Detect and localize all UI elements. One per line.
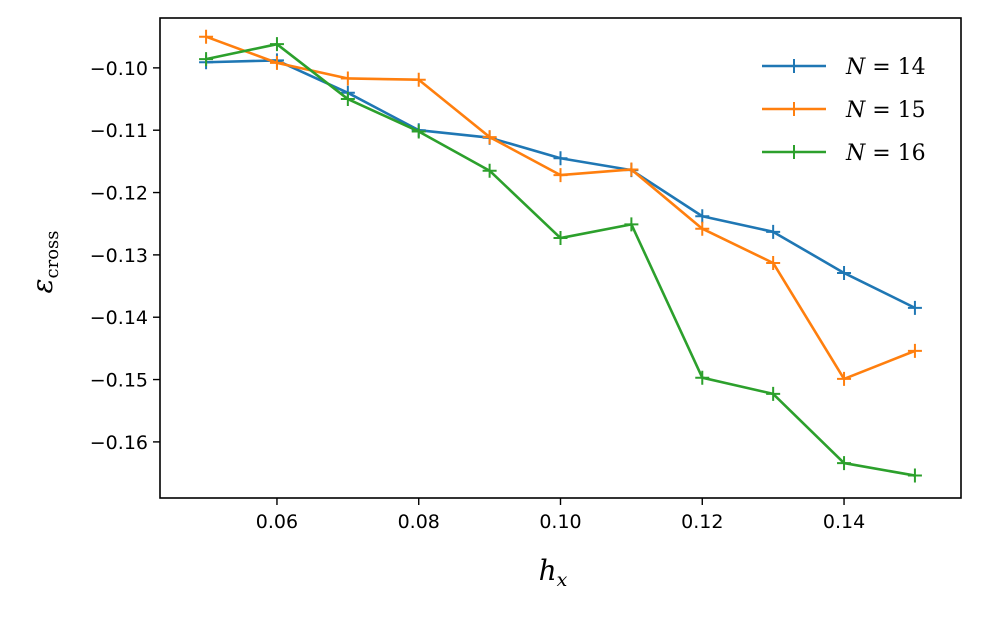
- data-point-marker: [269, 37, 284, 52]
- legend-label-value: = 15: [865, 98, 925, 123]
- series-layer: [199, 29, 922, 483]
- x-axis-label-main: h: [539, 554, 557, 587]
- data-point-marker: [553, 231, 568, 246]
- legend-swatch-marker: [787, 102, 801, 116]
- y-axis-ticks: −0.10 −0.11 −0.12 −0.13 −0.14 −0.15 −0.16: [90, 58, 160, 454]
- series-14: [199, 53, 922, 315]
- y-axis-label: εcross: [26, 230, 63, 293]
- data-point-marker: [766, 386, 781, 401]
- y-tick-label: −0.14: [90, 307, 148, 329]
- legend: N = 14N = 15N = 16: [762, 55, 926, 166]
- y-tick-label: −0.13: [90, 245, 148, 267]
- y-tick-label: −0.10: [90, 58, 148, 80]
- plot-frame: [159, 17, 962, 499]
- data-point-marker: [199, 29, 214, 44]
- legend-label: N = 14: [845, 55, 926, 80]
- legend-swatch-marker: [787, 59, 801, 73]
- data-point-marker: [340, 92, 355, 107]
- data-point-marker: [695, 209, 710, 224]
- data-point-marker: [553, 151, 568, 166]
- data-point-marker: [907, 343, 922, 358]
- data-point-marker: [766, 224, 781, 239]
- x-tick-label: 0.06: [256, 511, 298, 533]
- legend-entry-15: N = 15: [762, 98, 926, 123]
- legend-label: N = 15: [845, 98, 926, 123]
- data-point-marker: [695, 370, 710, 385]
- x-axis-label: hx: [539, 554, 568, 591]
- legend-label-var: N: [845, 141, 866, 166]
- y-tick-label: −0.12: [90, 183, 148, 205]
- data-point-marker: [482, 163, 497, 178]
- data-point-marker: [695, 221, 710, 236]
- data-point-marker: [766, 255, 781, 270]
- series-line: [205, 35, 916, 381]
- x-tick-label: 0.08: [398, 511, 440, 533]
- series-16: [199, 37, 922, 483]
- data-point-marker: [624, 217, 639, 232]
- legend-label: N = 16: [845, 141, 926, 166]
- series-15: [199, 29, 922, 386]
- data-point-marker: [411, 72, 426, 87]
- y-tick-label: −0.15: [90, 370, 148, 392]
- y-tick-label: −0.16: [90, 432, 148, 454]
- legend-label-value: = 16: [865, 141, 925, 166]
- x-tick-label: 0.14: [823, 511, 865, 533]
- data-point-marker: [411, 124, 426, 139]
- data-point-marker: [837, 456, 852, 471]
- legend-entry-14: N = 14: [762, 55, 926, 80]
- y-axis-label-sub: cross: [42, 230, 63, 278]
- legend-swatch-marker: [787, 145, 801, 159]
- y-tick-label: −0.11: [90, 120, 148, 142]
- data-point-marker: [837, 265, 852, 280]
- legend-label-var: N: [845, 55, 866, 80]
- data-point-marker: [907, 300, 922, 315]
- data-point-marker: [837, 371, 852, 386]
- series-line: [206, 59, 916, 310]
- data-point-marker: [624, 162, 639, 177]
- x-tick-label: 0.10: [539, 511, 581, 533]
- legend-entry-16: N = 16: [762, 141, 926, 166]
- data-point-marker: [907, 468, 922, 483]
- x-axis-label-sub: x: [557, 569, 568, 591]
- legend-label-var: N: [845, 98, 866, 123]
- data-point-marker: [340, 71, 355, 86]
- data-point-marker: [553, 168, 568, 183]
- y-axis-label-main: ε: [26, 278, 59, 293]
- x-tick-label: 0.12: [681, 511, 723, 533]
- legend-label-value: = 14: [865, 55, 925, 80]
- x-axis-ticks: 0.06 0.08 0.10 0.12 0.14: [256, 498, 865, 533]
- data-point-marker: [482, 130, 497, 145]
- data-point-marker: [199, 52, 214, 67]
- data-point-marker: [269, 55, 284, 70]
